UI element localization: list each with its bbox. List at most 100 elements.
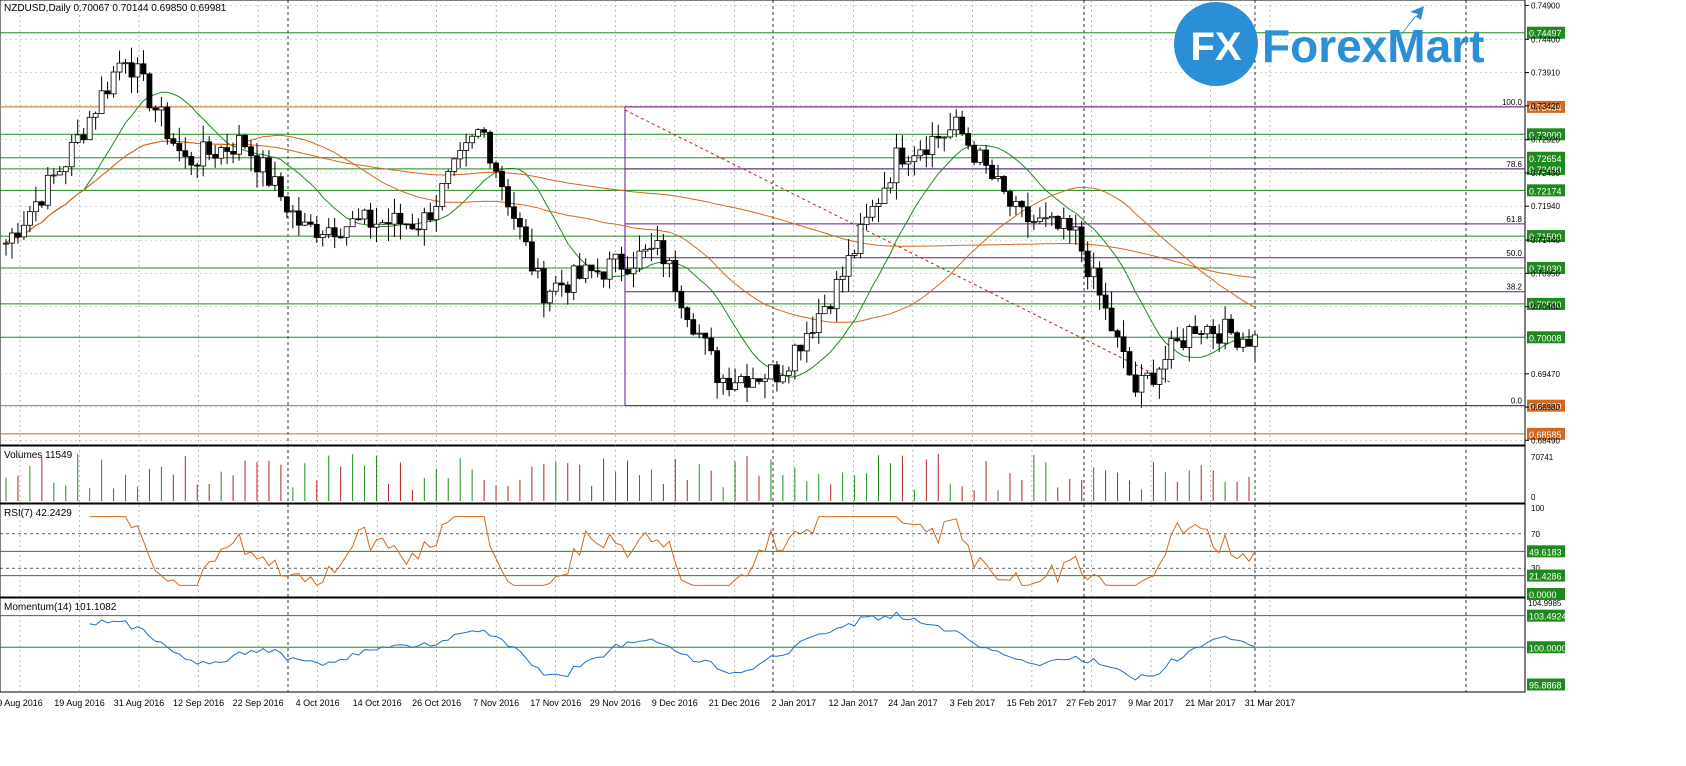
date-label: 12 Sep 2016	[173, 698, 224, 708]
main-panel-frame	[0, 0, 1526, 446]
candle-body	[642, 248, 649, 252]
candle-body	[206, 141, 213, 155]
candle-body	[899, 147, 906, 165]
candle-body	[3, 242, 9, 245]
volume-panel-frame	[0, 445, 1526, 504]
level-label: 0.72490	[1529, 165, 1562, 175]
candle-body	[797, 344, 804, 352]
candle-body	[702, 332, 709, 339]
candle-body	[86, 116, 93, 141]
candle-body	[714, 350, 721, 384]
candle-body	[379, 222, 386, 225]
candle-body	[588, 264, 595, 272]
candle-body	[1114, 330, 1121, 338]
main-title: NZDUSD,Daily 0.70067 0.70144 0.69850 0.6…	[4, 3, 227, 14]
candle-body	[9, 232, 15, 244]
candle-body	[779, 374, 786, 383]
candle-body	[1042, 217, 1049, 220]
candle-body	[528, 241, 535, 272]
candle-body	[457, 150, 464, 160]
date-label: 29 Nov 2016	[590, 698, 641, 708]
rsi-tag	[1527, 569, 1565, 582]
rsi-tag-label: 0.0000	[1529, 590, 1557, 600]
candle-body	[576, 265, 583, 279]
candle-body	[349, 218, 356, 228]
candle-body	[32, 201, 39, 213]
candle-body	[845, 255, 852, 277]
candle-body	[1156, 368, 1163, 385]
level-label: 0.69000	[1529, 402, 1562, 412]
candle-body	[385, 222, 392, 225]
fib-label: 0.0	[1511, 397, 1523, 406]
date-label: 31 Aug 2016	[114, 698, 165, 708]
price-tick-label: 0.74900	[1531, 1, 1560, 10]
level-label: 0.71030	[1529, 264, 1562, 274]
candle-body	[433, 206, 440, 221]
candle-body	[140, 63, 147, 75]
candle-body	[116, 62, 123, 73]
candle-body	[212, 154, 219, 159]
candle-body	[38, 201, 45, 206]
candle-body	[451, 158, 458, 172]
candle-body	[893, 147, 900, 184]
candle-body	[277, 176, 284, 198]
candle-body	[1096, 267, 1103, 296]
candle-body	[1150, 372, 1157, 385]
candle-body	[104, 90, 111, 95]
date-label: 21 Mar 2017	[1185, 698, 1236, 708]
candle-body	[1030, 221, 1037, 223]
candle-body	[158, 106, 165, 111]
level-tag	[1527, 331, 1565, 344]
candle-body	[319, 234, 326, 239]
candle-body	[361, 209, 368, 220]
fibonacci-levels: 100.0 78.6 61.8 50.0 38.2 0.0	[624, 98, 1525, 407]
candle-body	[194, 164, 201, 167]
candle-body	[403, 223, 410, 226]
volume-tick-min: 0	[1531, 493, 1536, 502]
candle-body	[815, 313, 822, 333]
candle-body	[397, 212, 404, 225]
candle-body	[744, 376, 750, 388]
candle-body	[887, 182, 894, 189]
candle-body	[923, 149, 930, 155]
candle-body	[1054, 215, 1061, 229]
date-label: 4 Oct 2016	[296, 698, 340, 708]
candle-body	[248, 146, 254, 157]
price-tick-label: 0.72920	[1531, 136, 1560, 145]
candle-body	[630, 267, 637, 275]
candle-body	[654, 240, 661, 249]
candle-body	[56, 171, 63, 176]
candle-body	[1019, 200, 1025, 208]
candle-body	[152, 107, 159, 111]
rsi-path	[89, 516, 1256, 587]
candle-body	[947, 129, 954, 138]
rsi-tag	[1527, 545, 1565, 558]
logo-mark: FX	[1190, 25, 1241, 69]
candle-body	[21, 224, 27, 238]
date-label: 27 Feb 2017	[1066, 698, 1117, 708]
candle-body	[1102, 294, 1109, 309]
candle-body	[445, 171, 452, 184]
candle-body	[636, 250, 643, 269]
price-tick-label: 0.74400	[1531, 35, 1560, 44]
candle-body	[612, 253, 619, 260]
candle-body	[92, 113, 99, 118]
candle-body	[1132, 374, 1139, 393]
date-label: 31 Mar 2017	[1245, 698, 1296, 708]
rsi-tag	[1527, 588, 1565, 600]
candle-body	[821, 306, 828, 315]
rsi-tag-label: 49.6183	[1529, 547, 1562, 557]
candle-body	[803, 333, 810, 352]
date-label: 9 Dec 2016	[652, 698, 698, 708]
candle-body	[62, 166, 69, 173]
candle-body	[648, 247, 655, 250]
candle-body	[678, 290, 685, 309]
candle-body	[881, 187, 888, 204]
level-label: 0.73404	[1529, 103, 1562, 113]
candle-body	[546, 290, 553, 304]
candle-body	[570, 265, 577, 293]
candle-body	[224, 147, 231, 152]
level-tag	[1527, 399, 1565, 412]
candle-body	[911, 155, 918, 163]
candle-body	[666, 260, 673, 265]
